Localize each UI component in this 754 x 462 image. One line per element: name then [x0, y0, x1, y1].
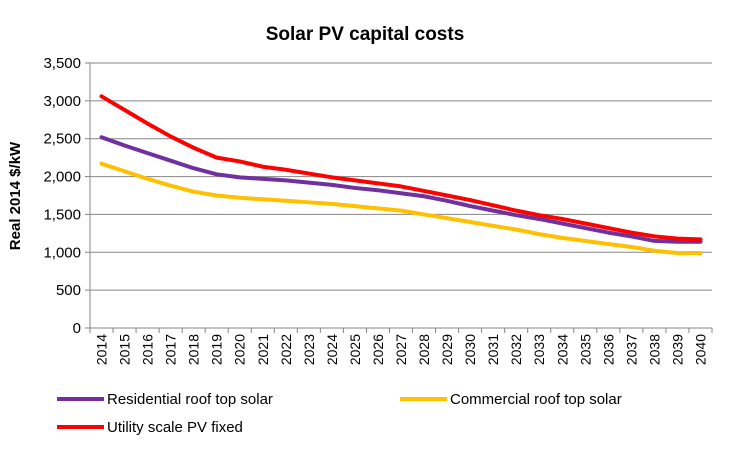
series-line-commercial-roof-top-solar	[99, 161, 703, 256]
y-tick-label: 2,500	[43, 131, 81, 148]
x-tick-label: 2028	[416, 334, 432, 365]
x-tick-labels: 2014 2015 2016 2017 2018 2019 2020 2021 2022 2023…	[94, 334, 709, 365]
x-tick-label: 2019	[209, 334, 225, 365]
series-lines	[99, 94, 703, 256]
y-tick-label: 3,000	[43, 93, 81, 110]
x-tick-label: 2040	[692, 334, 708, 365]
gridlines	[90, 62, 712, 291]
x-tick-label: 2029	[439, 334, 455, 365]
x-tick-label: 2025	[347, 334, 363, 365]
y-tick-label: 0	[73, 320, 81, 337]
y-tick-label: 3,500	[43, 55, 81, 72]
series-line-utility-scale-pv-fixed	[99, 94, 703, 242]
x-tick-label: 2017	[163, 334, 179, 365]
x-tick-label: 2021	[255, 334, 271, 365]
y-tick-label: 1,000	[43, 244, 81, 261]
x-tick-label: 2035	[577, 334, 593, 365]
x-tick-label: 2039	[669, 334, 685, 365]
x-tick-label: 2014	[94, 334, 110, 365]
x-tick-label: 2023	[301, 334, 317, 365]
x-tick-label: 2034	[554, 334, 570, 365]
axes	[85, 62, 713, 333]
x-tick-label: 2037	[623, 334, 639, 365]
legend-label-residential-roof-top-solar: Residential roof top solar	[107, 391, 273, 408]
legend: Residential roof top solar Commercial roo…	[57, 391, 622, 436]
x-tick-label: 2038	[646, 334, 662, 365]
y-tick-label: 2,000	[43, 169, 81, 186]
y-tick-label: 1,500	[43, 206, 81, 223]
legend-label-utility-scale-pv-fixed: Utility scale PV fixed	[107, 419, 243, 436]
x-tick-label: 2033	[531, 334, 547, 365]
x-tick-label: 2016	[140, 334, 156, 365]
x-tick-label: 2031	[485, 334, 501, 365]
x-tick-label: 2030	[462, 334, 478, 365]
x-tick-label: 2015	[117, 334, 133, 365]
x-tick-label: 2022	[278, 334, 294, 365]
x-tick-label: 2018	[186, 334, 202, 365]
y-tick-label: 500	[56, 282, 81, 299]
x-tick-label: 2024	[324, 334, 340, 365]
legend-label-commercial-roof-top-solar: Commercial roof top solar	[450, 391, 622, 408]
x-tick-label: 2020	[232, 334, 248, 365]
y-axis-label: Real 2014 $/kW	[7, 141, 24, 250]
chart-title: Solar PV capital costs	[266, 24, 465, 45]
x-tick-label: 2026	[370, 334, 386, 365]
y-tick-labels: 0 500 1,000 1,500 2,000 2,500 3,000 3,500	[43, 55, 81, 337]
series-line-residential-roof-top-solar	[99, 135, 703, 244]
x-tick-label: 2036	[600, 334, 616, 365]
x-tick-label: 2027	[393, 334, 409, 365]
x-tick-label: 2032	[508, 334, 524, 365]
